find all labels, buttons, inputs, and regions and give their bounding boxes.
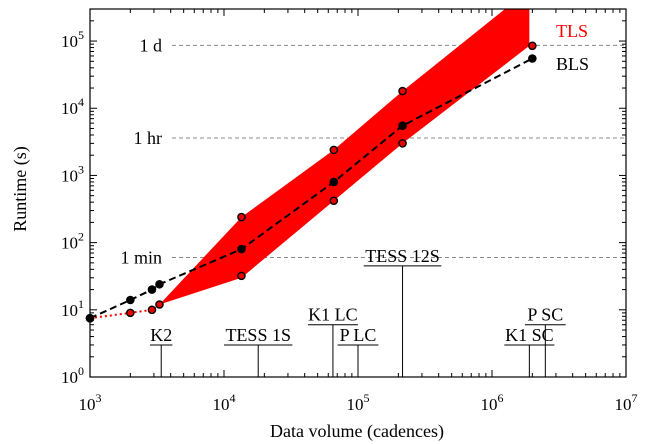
x-tick-label: 105 — [347, 391, 370, 414]
time-ref-label: 1 min — [120, 248, 162, 268]
tls-point — [330, 197, 337, 204]
time-ref-label: 1 d — [140, 35, 163, 55]
axis-ticks: 103 104 105 106 107 100 101 102 103 104 105 — [61, 9, 638, 414]
x-tick-label: 103 — [79, 391, 102, 414]
bls-point — [127, 296, 135, 304]
series-labels: TLS BLS — [556, 21, 589, 74]
tls-point — [529, 42, 536, 49]
bls-series-label: BLS — [556, 54, 589, 74]
mission-label: TESS 1S — [225, 325, 291, 345]
tls-point — [156, 301, 163, 308]
tls-point — [238, 272, 245, 279]
mission-label: TESS 12S — [365, 246, 440, 266]
bls-point — [330, 178, 338, 186]
bls-point — [156, 280, 164, 288]
y-tick-label: 104 — [61, 95, 84, 118]
tls-upper-point — [238, 213, 245, 220]
tls-point — [127, 309, 134, 316]
tls-upper-point — [399, 87, 406, 94]
mission-label: P SC — [527, 305, 563, 325]
y-tick-label: 105 — [61, 28, 84, 51]
y-axis-label: Runtime (s) — [10, 146, 31, 232]
mission-label: P LC — [340, 325, 377, 345]
time-ref-label: 1 hr — [134, 128, 163, 148]
x-tick-label: 107 — [615, 391, 638, 414]
y-tick-label: 103 — [61, 162, 84, 185]
bls-point — [148, 286, 156, 294]
tls-point — [148, 306, 155, 313]
y-tick-label: 102 — [61, 230, 84, 253]
tls-point — [399, 140, 406, 147]
mission-label: K2 — [150, 325, 172, 345]
tls-series-label: TLS — [556, 21, 588, 41]
mission-label: K1 SC — [505, 325, 554, 345]
mission-label: K1 LC — [308, 305, 358, 325]
bls-point — [399, 122, 407, 130]
x-tick-label: 104 — [213, 391, 236, 414]
bls-point — [238, 245, 246, 253]
x-tick-label: 106 — [481, 391, 504, 414]
y-tick-label: 100 — [61, 364, 84, 387]
y-tick-label: 101 — [61, 297, 84, 320]
bls-point — [529, 55, 537, 63]
tls-upper-point — [330, 146, 337, 153]
x-axis-label: Data volume (cadences) — [270, 421, 444, 442]
